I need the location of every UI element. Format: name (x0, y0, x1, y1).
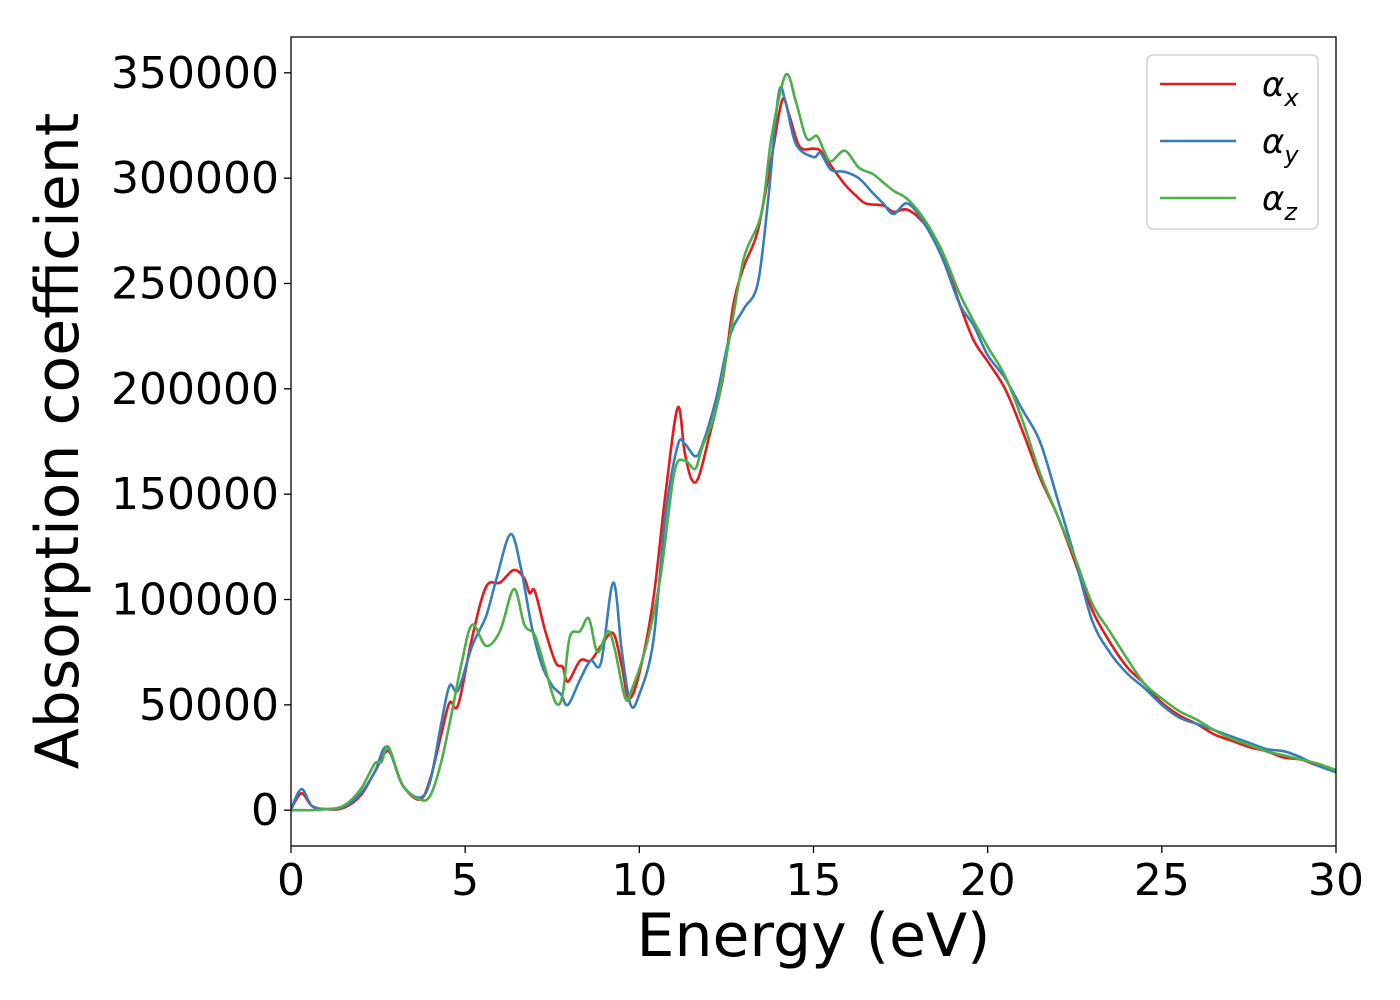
x-tick-label: 15 (786, 855, 842, 906)
y-tick-label: 250000 (111, 258, 279, 309)
x-tick-label: 5 (451, 855, 479, 906)
y-tick-label: 150000 (111, 469, 279, 520)
y-tick-label: 100000 (111, 575, 279, 626)
y-axis-title: Absorption coefficient (23, 113, 93, 770)
x-tick-label: 25 (1134, 855, 1190, 906)
series-layer (291, 72, 1336, 812)
y-tick-label: 350000 (111, 48, 279, 99)
legend: αx αy αz (1146, 54, 1319, 230)
x-tick-label: 30 (1308, 855, 1364, 906)
y-tick-label: 50000 (139, 680, 279, 731)
y-tick-label: 200000 (111, 364, 279, 415)
legend-label-y: αy (1262, 122, 1299, 169)
legend-label-z: αz (1262, 179, 1298, 226)
y-tick-label: 0 (251, 785, 279, 836)
x-tick-label: 0 (277, 855, 305, 906)
x-tick-label: 10 (611, 855, 667, 906)
y-axis-ticks: 0 50000 100000 150000 200000 250000 300000 3500… (111, 48, 291, 836)
y-tick-label: 300000 (111, 153, 279, 204)
series-line-z (291, 72, 1336, 812)
series-line-x (291, 97, 1336, 811)
series-line-y (291, 85, 1336, 811)
x-axis-title: Energy (eV) (637, 901, 991, 971)
x-axis-ticks: 0 5 10 15 20 25 30 (277, 846, 1364, 906)
x-tick-label: 20 (960, 855, 1016, 906)
legend-label-x: αx (1262, 65, 1299, 112)
